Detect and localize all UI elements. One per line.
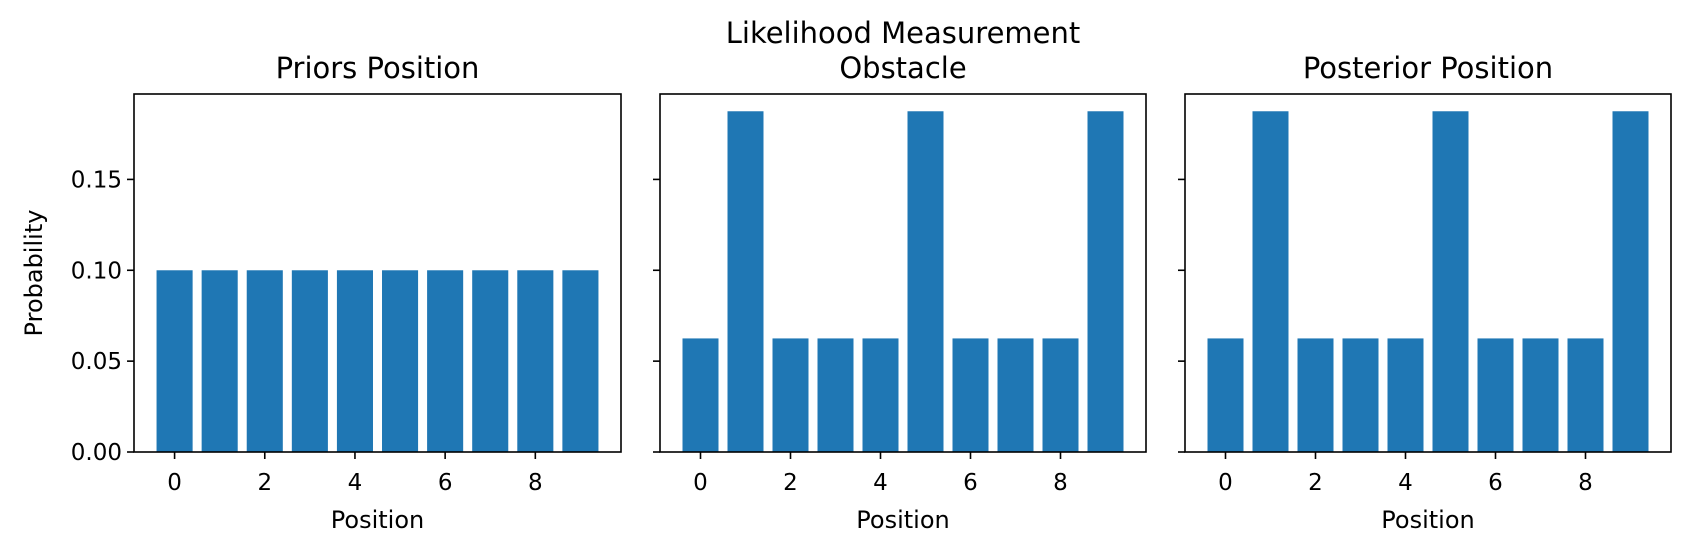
bar-2-1 <box>1252 111 1289 452</box>
bar-2-5 <box>1432 111 1469 452</box>
bar-1-1 <box>727 111 764 452</box>
x-axis-label-0: Position <box>331 506 424 534</box>
y-tick-label-0-3: 0.15 <box>71 167 122 193</box>
bar-0-0 <box>156 270 193 452</box>
y-axis-label-0: Probability <box>20 210 48 337</box>
bar-1-2 <box>772 338 809 452</box>
axes-frame-2 <box>1184 93 1672 453</box>
x-tick-label-2-4: 4 <box>1398 470 1413 496</box>
bar-1-5 <box>907 111 944 452</box>
bar-2-3 <box>1342 338 1379 452</box>
bar-0-4 <box>336 270 373 452</box>
x-axis-label-1: Position <box>856 506 949 534</box>
x-tick-label-1-6: 6 <box>963 470 978 496</box>
bar-1-8 <box>1042 338 1079 452</box>
bar-1-0 <box>682 338 719 452</box>
y-tick-label-0-0: 0.00 <box>71 440 122 466</box>
bar-2-7 <box>1522 338 1559 452</box>
bar-1-9 <box>1087 111 1124 452</box>
chart-title-1: Likelihood Measurement Obstacle <box>726 16 1081 85</box>
bar-0-1 <box>201 270 238 452</box>
bar-2-4 <box>1387 338 1424 452</box>
x-tick-label-0-6: 6 <box>438 470 453 496</box>
chart-title-2: Posterior Position <box>1303 51 1553 85</box>
x-tick-label-2-0: 0 <box>1218 470 1233 496</box>
y-tick-label-0-2: 0.10 <box>71 258 122 284</box>
bar-0-7 <box>472 270 509 452</box>
bar-0-6 <box>427 270 464 452</box>
bar-1-7 <box>997 338 1034 452</box>
bar-2-0 <box>1207 338 1244 452</box>
x-tick-label-0-2: 2 <box>257 470 272 496</box>
x-tick-label-0-8: 8 <box>528 470 543 496</box>
bar-2-9 <box>1612 111 1649 452</box>
bar-0-5 <box>382 270 419 452</box>
x-axis-label-2: Position <box>1381 506 1474 534</box>
y-tick-label-0-1: 0.05 <box>71 349 122 375</box>
bar-2-8 <box>1567 338 1604 452</box>
x-tick-label-2-8: 8 <box>1578 470 1593 496</box>
bar-0-2 <box>246 270 283 452</box>
x-tick-label-2-2: 2 <box>1308 470 1323 496</box>
bar-1-6 <box>952 338 989 452</box>
bar-1-4 <box>862 338 899 452</box>
x-tick-label-1-4: 4 <box>873 470 888 496</box>
axes-frame-1 <box>659 93 1147 453</box>
x-tick-label-1-2: 2 <box>783 470 798 496</box>
x-tick-label-1-0: 0 <box>693 470 708 496</box>
x-tick-label-1-8: 8 <box>1053 470 1068 496</box>
bar-0-3 <box>291 270 328 452</box>
x-tick-label-0-4: 4 <box>348 470 363 496</box>
x-tick-label-0-0: 0 <box>167 470 182 496</box>
chart-title-0: Priors Position <box>276 51 480 85</box>
x-tick-label-2-6: 6 <box>1488 470 1503 496</box>
axes-frame-0 <box>133 93 622 453</box>
bar-2-6 <box>1477 338 1514 452</box>
bar-0-9 <box>562 270 599 452</box>
bar-2-2 <box>1297 338 1334 452</box>
bar-1-3 <box>817 338 854 452</box>
bar-0-8 <box>517 270 554 452</box>
